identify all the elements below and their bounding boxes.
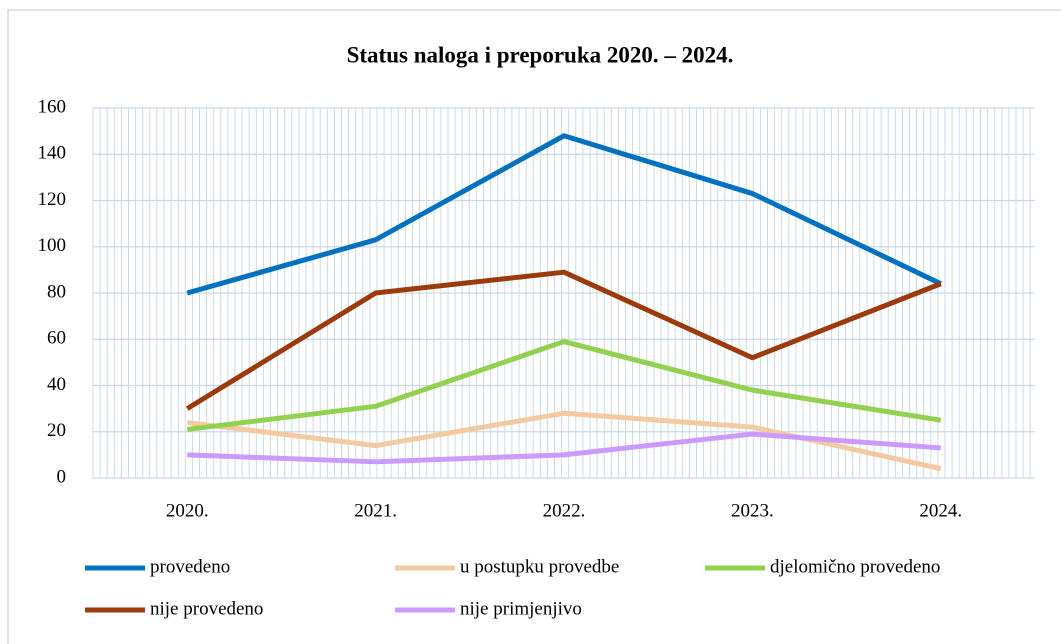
x-tick-label: 2020. bbox=[166, 500, 209, 521]
chart-title: Status naloga i preporuka 2020. – 2024. bbox=[347, 42, 734, 67]
legend-label: nije primjenjivo bbox=[460, 598, 582, 619]
y-tick-label: 100 bbox=[38, 235, 67, 256]
y-tick-label: 160 bbox=[38, 96, 67, 117]
x-tick-label: 2024. bbox=[919, 500, 962, 521]
y-tick-label: 120 bbox=[38, 189, 67, 210]
x-tick-label: 2022. bbox=[543, 500, 586, 521]
legend-label: nije provedeno bbox=[150, 598, 263, 619]
y-tick-label: 140 bbox=[38, 143, 67, 164]
legend-label: djelomično provedeno bbox=[770, 556, 940, 577]
y-tick-label: 20 bbox=[47, 420, 66, 441]
x-tick-label: 2023. bbox=[731, 500, 774, 521]
y-tick-label: 40 bbox=[47, 374, 66, 395]
series-line bbox=[185, 269, 942, 411]
x-tick-label: 2021. bbox=[354, 500, 397, 521]
y-tick-label: 0 bbox=[57, 466, 67, 487]
y-tick-label: 80 bbox=[47, 281, 66, 302]
series-line bbox=[186, 339, 942, 432]
series-line bbox=[187, 431, 941, 465]
series-line bbox=[186, 133, 942, 296]
legend-label: provedeno bbox=[150, 556, 230, 577]
y-tick-label: 60 bbox=[47, 328, 66, 349]
chart-frame bbox=[7, 9, 1061, 644]
legend-label: u postupku provedbe bbox=[460, 556, 619, 577]
